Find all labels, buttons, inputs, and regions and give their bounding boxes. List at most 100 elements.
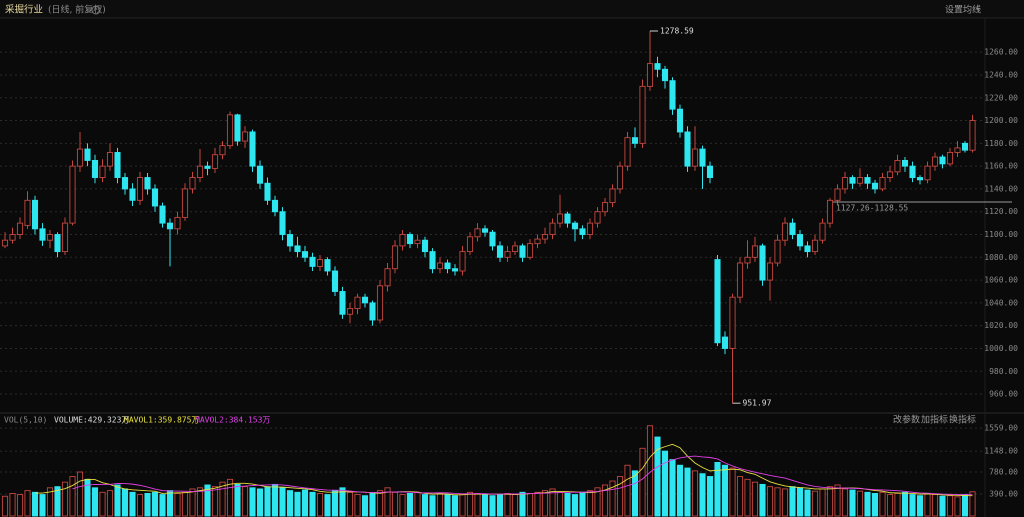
volume-bar xyxy=(781,488,789,517)
volume-bar xyxy=(316,492,324,517)
volume-bar xyxy=(436,492,444,517)
candle-body xyxy=(534,238,541,245)
volume-bar xyxy=(654,436,661,517)
volume-bar xyxy=(924,492,931,517)
indicator-button[interactable]: 加指标 xyxy=(921,414,948,426)
candle-body xyxy=(61,222,69,253)
candle-body xyxy=(1,239,9,247)
candle-body xyxy=(361,296,369,304)
indicator-button[interactable]: 换指标 xyxy=(949,414,976,426)
volume-bar xyxy=(294,491,301,517)
candle-body xyxy=(744,256,751,264)
ma-settings[interactable]: 设置均线 xyxy=(945,4,981,16)
volume-bar xyxy=(496,494,504,517)
volume-bar xyxy=(939,495,946,517)
volume-bar xyxy=(9,492,16,517)
volume-bar xyxy=(481,494,489,517)
volume-bar xyxy=(759,483,766,517)
y-tick-label: 390.00 xyxy=(989,490,1018,499)
volume-bar xyxy=(196,487,204,517)
volume-bar xyxy=(406,492,414,517)
volume-bar xyxy=(639,447,646,517)
candle-body xyxy=(804,245,811,253)
volume-bar xyxy=(174,492,181,517)
candle-body xyxy=(421,239,429,253)
candle-body xyxy=(946,152,954,165)
candle-body xyxy=(909,165,916,178)
volume-bar xyxy=(61,481,69,517)
volume-bar xyxy=(181,491,189,517)
volume-bar xyxy=(256,488,264,517)
candle-body xyxy=(564,213,571,224)
high-label: 1278.59 xyxy=(660,27,694,36)
volume-bar xyxy=(129,491,136,517)
candle-body xyxy=(684,131,691,167)
y-tick-label: 1060.00 xyxy=(984,276,1018,285)
volume-bar xyxy=(69,476,76,517)
volume-bar xyxy=(46,487,54,517)
candle-body xyxy=(864,177,871,184)
volume-bar xyxy=(219,481,226,517)
volume-bar xyxy=(946,495,954,517)
candle-body xyxy=(129,188,136,201)
candle-body xyxy=(444,262,451,270)
candle-body xyxy=(774,239,781,264)
volume-bar xyxy=(271,483,279,517)
volume-bar xyxy=(714,461,721,517)
volume-bar xyxy=(901,491,909,517)
candle-body xyxy=(166,222,174,230)
candle-body xyxy=(819,222,826,241)
volume-bar xyxy=(114,484,121,517)
y-tick-label: 1140.00 xyxy=(984,184,1018,193)
candle-body xyxy=(879,177,886,190)
candle-body xyxy=(939,156,946,165)
candle-body xyxy=(541,234,549,240)
indicator-button[interactable]: 改参数 xyxy=(893,414,920,426)
candle-body xyxy=(526,243,534,258)
candle-body xyxy=(669,80,676,110)
y-tick-label: 1240.00 xyxy=(984,70,1018,79)
candle-body xyxy=(706,165,714,178)
candle-body xyxy=(376,285,384,321)
candle-body xyxy=(256,165,264,184)
candle-body xyxy=(811,239,819,253)
candle-body xyxy=(511,245,519,253)
dropdown-arrow[interactable] xyxy=(976,8,980,11)
candle-body xyxy=(204,165,211,169)
candle-body xyxy=(369,302,376,321)
candle-body xyxy=(781,222,789,241)
candle-body xyxy=(466,236,474,253)
y-tick-label: 960.00 xyxy=(989,390,1018,399)
candle-body xyxy=(196,165,204,178)
candle-body xyxy=(279,211,286,235)
volume-bar xyxy=(691,470,699,517)
candle-body xyxy=(106,152,114,167)
volume-bar xyxy=(429,495,436,517)
y-tick-label: 1559.00 xyxy=(984,424,1018,433)
candle-body xyxy=(399,234,406,247)
volume-bar xyxy=(556,491,564,517)
volume-bar xyxy=(631,470,639,517)
y-tick-label: 1040.00 xyxy=(984,298,1018,307)
candle-body xyxy=(759,245,766,281)
y-tick-label: 1200.00 xyxy=(984,116,1018,125)
candle-body xyxy=(286,234,294,247)
candle-body xyxy=(301,251,309,258)
candle-body xyxy=(436,262,444,270)
volume-bar xyxy=(871,492,879,517)
volume-bar xyxy=(384,487,391,517)
volume-bar xyxy=(549,488,556,517)
candle-body xyxy=(31,199,39,230)
volume-bar xyxy=(564,492,571,517)
candle-body xyxy=(159,205,166,224)
candle-body xyxy=(84,148,91,161)
candle-body xyxy=(316,259,324,267)
volume-bar xyxy=(811,490,819,517)
candle-body xyxy=(429,251,436,270)
low-label: 951.97 xyxy=(743,399,772,408)
volume-bar xyxy=(331,490,339,517)
volume-bar xyxy=(519,491,526,517)
volume-bar xyxy=(879,491,886,517)
settings-icon[interactable] xyxy=(91,5,101,15)
volume-bar xyxy=(744,478,751,517)
